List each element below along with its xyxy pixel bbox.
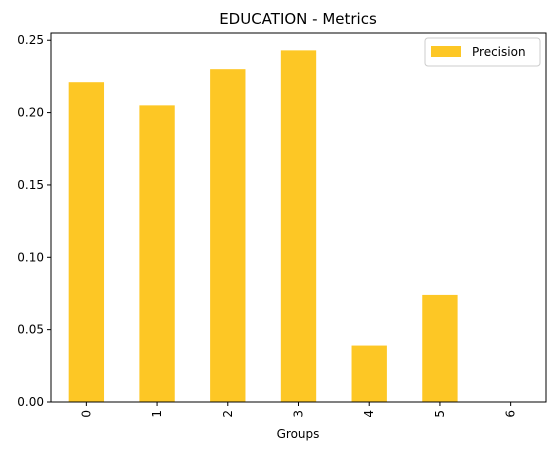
bar-5: [422, 294, 458, 402]
x-tick-label: 6: [504, 410, 518, 418]
x-tick-label: 2: [221, 410, 235, 418]
y-tick-label: 0.05: [17, 323, 44, 337]
x-tick-label: 1: [150, 410, 164, 418]
bar-0: [68, 82, 105, 402]
y-tick-label: 0.15: [17, 178, 44, 192]
chart-title: EDUCATION - Metrics: [219, 10, 377, 28]
legend-swatch-precision: [431, 46, 461, 57]
legend-label-precision: Precision: [472, 45, 526, 59]
y-axis: 0.00 0.05 0.10 0.15 0.20 0.25: [17, 33, 51, 409]
x-tick-label: 0: [79, 410, 93, 418]
bar-3: [280, 50, 317, 402]
x-axis-label: Groups: [277, 427, 320, 441]
y-tick-label: 0.10: [17, 250, 44, 264]
x-tick-label: 3: [292, 410, 306, 418]
x-tick-label: 5: [433, 410, 447, 418]
x-tick-label: 4: [362, 410, 376, 418]
legend-box: [424, 37, 541, 67]
bar-1: [139, 105, 175, 403]
bars: [68, 50, 458, 403]
bar-2: [210, 69, 246, 403]
legend: Precision: [424, 37, 541, 67]
y-tick-label: 0.25: [17, 33, 44, 47]
y-tick-label: 0.00: [17, 395, 44, 409]
plot-frame: [50, 32, 547, 403]
x-axis: 0 1 2 3 4 5 6: [79, 402, 518, 418]
bar-4: [351, 345, 387, 402]
y-tick-label: 0.20: [17, 106, 44, 120]
